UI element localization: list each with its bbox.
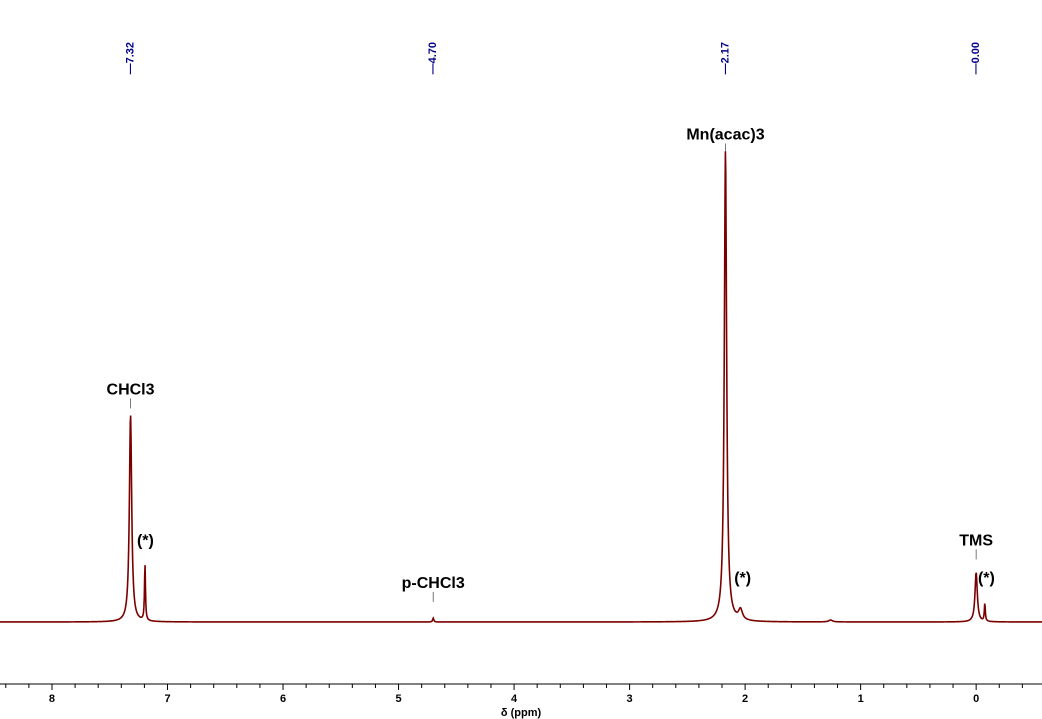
peak-pick-layer: —7.32 —4.70 —2.17 —0.00 <box>124 42 982 74</box>
peak-annotation: (*) <box>978 570 995 587</box>
peak-annotation: Mn(acac)3 <box>686 126 765 154</box>
x-tick-label: 8 <box>49 693 55 705</box>
peak-pick-label: —4.70 <box>427 42 439 74</box>
peak-annotation: p-CHCl3 <box>402 575 465 602</box>
x-tick-label: 5 <box>395 693 401 705</box>
peak-annotation-layer: CHCl3 (*) p-CHCl3 Mn(acac)3 (*) TMS (*) <box>107 126 995 602</box>
peak-pick-label: —7.32 <box>124 42 136 74</box>
annotation-label: (*) <box>734 570 751 587</box>
x-axis-title: δ (ppm) <box>501 707 542 719</box>
x-tick-label: 3 <box>627 693 633 705</box>
x-tick-label: 1 <box>858 693 864 705</box>
annotation-label: TMS <box>959 532 993 549</box>
x-tick-label: 4 <box>511 693 518 705</box>
peak-pick-label: —2.17 <box>719 42 731 74</box>
peak-annotation: (*) <box>734 570 751 587</box>
x-tick-label: 7 <box>164 693 170 705</box>
peak-pick-label: —0.00 <box>970 42 982 74</box>
spectrum-trace <box>0 151 1042 623</box>
annotation-label: (*) <box>978 570 995 587</box>
x-tick-label: 0 <box>973 693 979 705</box>
x-tick-label: 6 <box>280 693 286 705</box>
x-tick-label: 2 <box>742 693 748 705</box>
x-axis: 8 7 6 5 4 3 2 1 0 <box>0 683 1042 705</box>
annotation-label: p-CHCl3 <box>402 575 465 592</box>
annotation-label: CHCl3 <box>107 381 155 398</box>
annotation-label: (*) <box>137 532 154 549</box>
peak-annotation: (*) <box>137 532 154 549</box>
peak-annotation: TMS <box>959 532 993 560</box>
peak-pick: —0.00 <box>970 42 982 74</box>
peak-annotation: CHCl3 <box>107 381 155 409</box>
peak-pick: —2.17 <box>719 42 731 74</box>
peak-pick: —4.70 <box>427 42 439 74</box>
annotation-label: Mn(acac)3 <box>686 126 764 143</box>
peak-pick: —7.32 <box>124 42 136 74</box>
